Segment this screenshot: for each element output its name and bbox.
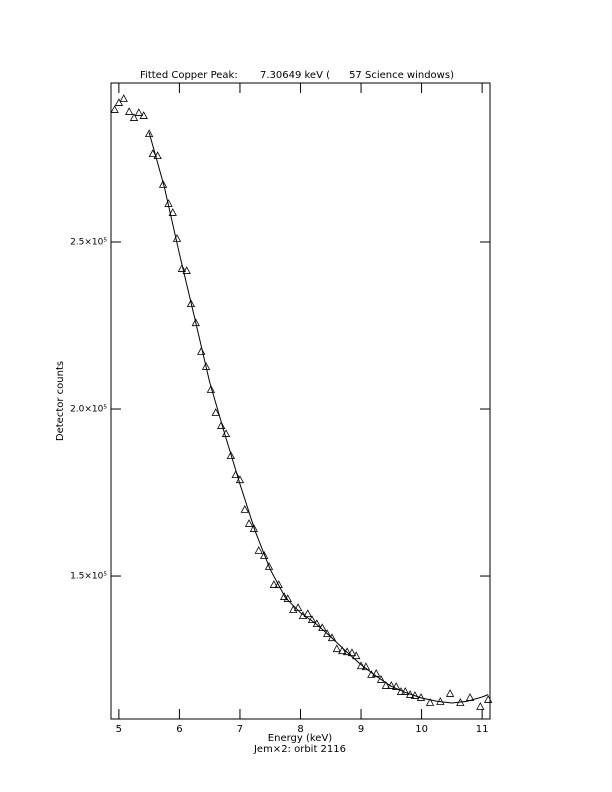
data-point [182, 266, 191, 274]
y-tick-label: 1.5×10⁵ [70, 572, 107, 582]
y-tick-label: 2.0×10⁵ [70, 405, 107, 415]
data-point [445, 689, 455, 697]
x-axis-label: Energy (keV) [268, 733, 333, 744]
data-point [347, 648, 357, 657]
data-point [119, 94, 128, 102]
data-point [249, 524, 259, 532]
x-tick-label: 9 [358, 724, 364, 735]
data-point [240, 505, 249, 513]
data-point [124, 107, 134, 115]
x-tick-label: 7 [237, 724, 243, 735]
data-point [114, 98, 124, 106]
data-point [211, 408, 220, 416]
x-tick-label: 5 [116, 724, 122, 735]
data-point [168, 208, 177, 216]
data-point [134, 108, 144, 116]
x-tick-label: 8 [297, 724, 303, 735]
data-point [110, 105, 119, 113]
y-tick-label: 2.5×10⁵ [70, 238, 107, 248]
x-tick-label: 6 [176, 724, 182, 735]
data-point [254, 546, 263, 554]
data-point [342, 647, 352, 656]
data-point [226, 451, 236, 460]
data-point [376, 675, 386, 683]
data-point [279, 592, 289, 600]
data-point [327, 633, 337, 642]
data-point [332, 644, 341, 653]
data-point [476, 702, 485, 710]
x-tick-label: 11 [476, 724, 489, 735]
data-point [177, 264, 187, 272]
data-point [172, 234, 182, 242]
x-tick-label: 10 [415, 724, 428, 735]
data-point [322, 629, 332, 638]
plot-frame [110, 82, 491, 720]
data-point [260, 551, 269, 559]
data-point [144, 129, 154, 138]
data-point [191, 318, 200, 327]
data-point [484, 695, 493, 703]
data-point [217, 421, 226, 429]
data-point [197, 347, 206, 355]
data-point [264, 562, 274, 570]
data-point [425, 698, 435, 706]
fit-line [148, 132, 489, 704]
data-point [129, 113, 139, 121]
data-point [244, 519, 254, 527]
data-point [303, 609, 312, 618]
data-point [206, 385, 216, 393]
data-point [381, 681, 391, 689]
chart-title: Fitted Copper Peak: 7.30649 keV ( 57 Sci… [140, 70, 454, 81]
data-point [201, 362, 211, 370]
data-point [352, 651, 361, 660]
data-point [274, 580, 283, 588]
data-point [269, 580, 279, 588]
subtitle: Jem×2: orbit 2116 [253, 744, 346, 755]
data-point [391, 682, 401, 690]
data-point [158, 180, 168, 188]
data-point [338, 646, 347, 655]
y-axis-label: Detector counts [55, 361, 66, 441]
data-point [139, 111, 148, 119]
data-point [186, 299, 196, 308]
